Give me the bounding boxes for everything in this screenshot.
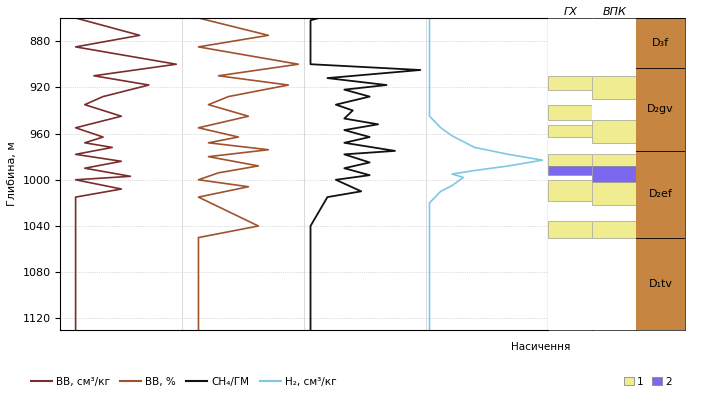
Legend: 1, 2: 1, 2 xyxy=(619,372,677,391)
Text: D₂gv: D₂gv xyxy=(648,104,674,114)
Bar xyxy=(548,105,592,120)
Bar xyxy=(592,166,636,182)
Title: ГХ: ГХ xyxy=(564,7,577,17)
Bar xyxy=(548,126,592,137)
Bar xyxy=(592,154,636,166)
Text: Насичення: Насичення xyxy=(511,342,571,352)
Text: D₁tv: D₁tv xyxy=(649,279,673,289)
Y-axis label: Глибина, м: Глибина, м xyxy=(7,142,17,206)
Title: ВПК: ВПК xyxy=(602,7,626,17)
Bar xyxy=(548,221,592,238)
Bar xyxy=(548,166,592,175)
Bar xyxy=(548,76,592,90)
Text: D₂ef: D₂ef xyxy=(649,189,672,199)
Bar xyxy=(592,76,636,99)
Bar xyxy=(548,154,592,166)
Bar xyxy=(592,120,636,143)
Text: D₃f: D₃f xyxy=(652,38,670,48)
Bar xyxy=(548,180,592,200)
Legend: ВВ, см³/кг, ВВ, %, СН₄/ГМ, H₂, см³/кг: ВВ, см³/кг, ВВ, %, СН₄/ГМ, H₂, см³/кг xyxy=(26,372,341,391)
Bar xyxy=(592,221,636,238)
Bar xyxy=(592,182,636,205)
